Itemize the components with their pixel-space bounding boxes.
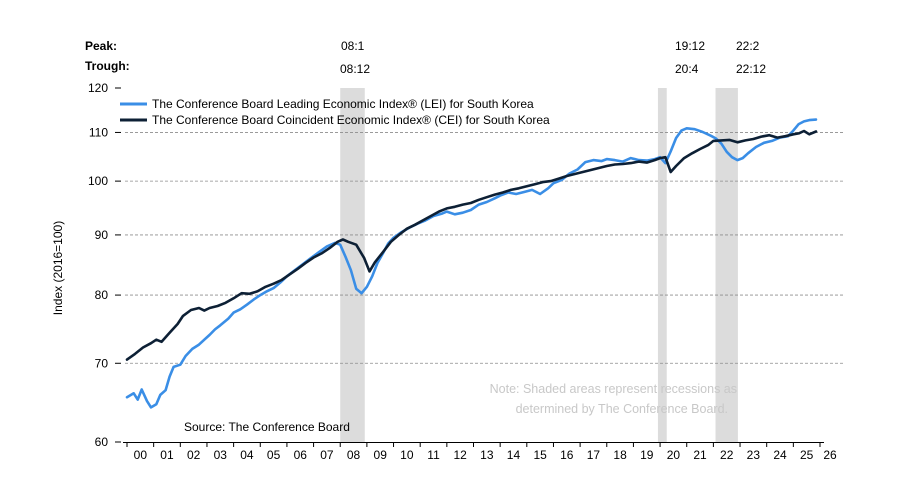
legend-label-lei: The Conference Board Leading Economic In… — [152, 97, 534, 111]
x-tick-label: 10 — [400, 448, 414, 462]
peak-date: 08:1 — [341, 39, 365, 53]
peak-date: 19:12 — [675, 39, 705, 53]
trough-date: 08:12 — [340, 62, 370, 76]
series-line-lei — [125, 118, 818, 409]
x-tick-label: 25 — [800, 448, 814, 462]
recession-band — [715, 88, 738, 442]
x-tick-label: 01 — [160, 448, 174, 462]
recession-band — [657, 88, 667, 442]
trough-label: Trough: — [85, 59, 130, 73]
x-tick-label: 21 — [693, 448, 707, 462]
series-line-cei — [125, 129, 818, 361]
x-tick-label: 05 — [267, 448, 281, 462]
y-tick-label: 90 — [95, 228, 109, 242]
x-tick-label: 19 — [640, 448, 654, 462]
recession-band — [340, 88, 365, 442]
y-axis-title: Index (2016=100) — [51, 221, 65, 315]
x-tick-label: 07 — [320, 448, 334, 462]
x-tick-label: 09 — [374, 448, 388, 462]
x-tick-label: 12 — [453, 448, 467, 462]
y-tick-label: 70 — [95, 356, 109, 370]
peak-label: Peak: — [85, 39, 117, 53]
x-tick-label: 11 — [427, 448, 440, 462]
x-tick-label: 16 — [560, 448, 574, 462]
legend-label-cei: The Conference Board Coincident Economic… — [152, 113, 550, 127]
y-tick-label: 100 — [88, 174, 108, 188]
x-tick-label: 20 — [667, 448, 681, 462]
x-tick-label: 18 — [613, 448, 627, 462]
x-tick-label: 22 — [720, 448, 734, 462]
x-tick-label: 23 — [747, 448, 761, 462]
x-tick-label: 13 — [480, 448, 494, 462]
x-tick-label: 00 — [134, 448, 148, 462]
source-text: Source: The Conference Board — [184, 420, 350, 434]
gridlines — [125, 132, 845, 364]
x-tick-label: 03 — [214, 448, 228, 462]
series — [125, 118, 818, 409]
x-tick-label: 06 — [294, 448, 308, 462]
x-tick-label: 15 — [533, 448, 547, 462]
y-tick-label: 110 — [89, 125, 108, 139]
x-tick-label: 24 — [773, 448, 787, 462]
y-tick-label: 120 — [88, 81, 108, 95]
x-tick-label: 04 — [240, 448, 254, 462]
legend: The Conference Board Leading Economic In… — [120, 97, 550, 127]
y-tick-label: 80 — [95, 288, 109, 302]
peak-date: 22:2 — [736, 39, 760, 53]
recession-shading — [340, 88, 738, 442]
x-tick-label: 26 — [823, 448, 837, 462]
note-line-2: determined by The Conference Board. — [516, 402, 728, 416]
x-tick-label: 17 — [587, 448, 601, 462]
axes: 60 70 80 90 100 110 120 00 01 02 03 04 05 06 07 08 09 10 1… — [88, 81, 837, 462]
note-line-1: Note: Shaded areas represent recessions … — [490, 382, 737, 396]
x-tick-label: 14 — [507, 448, 521, 462]
y-tick-label: 60 — [95, 435, 109, 449]
x-tick-label: 02 — [187, 448, 201, 462]
trough-date: 22:12 — [736, 62, 766, 76]
x-tick-label: 08 — [347, 448, 361, 462]
trough-date: 20:4 — [675, 62, 699, 76]
